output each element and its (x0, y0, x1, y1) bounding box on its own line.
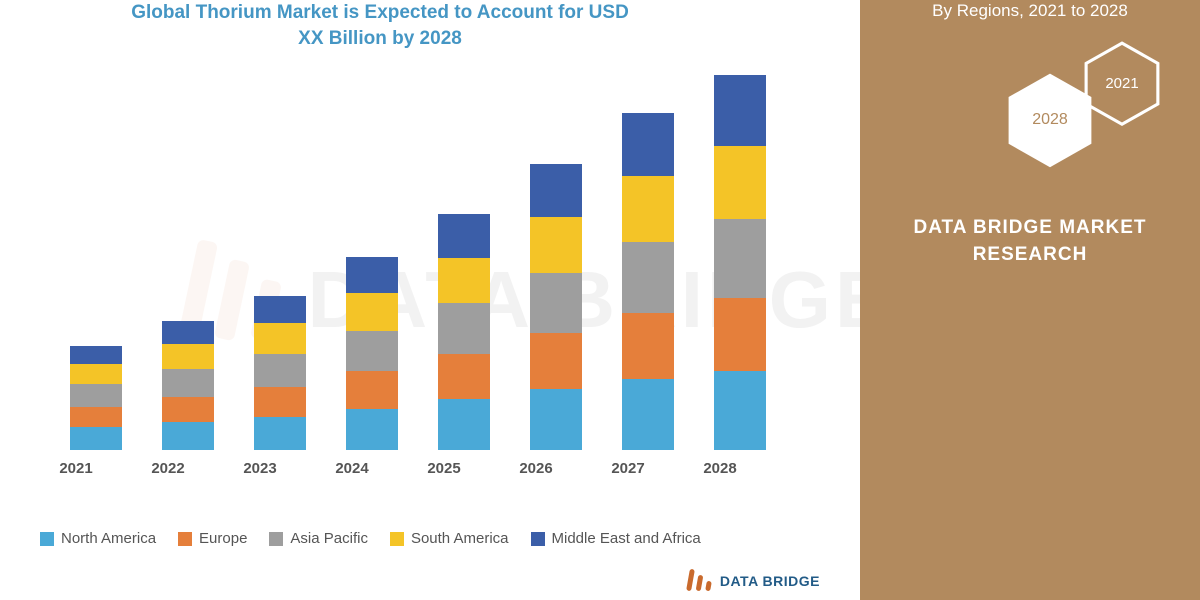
legend-label: Europe (199, 530, 247, 547)
footer-logo: DATA BRIDGE (686, 567, 820, 595)
hexagon-2028: 2028 (1005, 70, 1095, 170)
bar-segment (530, 217, 582, 273)
bar-segment (162, 344, 214, 369)
hex-small-label: 2021 (1105, 75, 1138, 92)
bar-segment (254, 417, 306, 450)
bar-segment (70, 407, 122, 427)
bar-column (438, 214, 490, 450)
bar-segment (254, 387, 306, 417)
legend-label: Middle East and Africa (552, 530, 701, 547)
chart-title: Global Thorium Market is Expected to Acc… (120, 0, 640, 51)
bar-column (70, 346, 122, 450)
bar-segment (714, 298, 766, 371)
bar-segment (346, 257, 398, 292)
bar-segment (438, 214, 490, 257)
bar-segment (346, 331, 398, 372)
legend-item: Middle East and Africa (531, 530, 701, 547)
bar-segment (70, 427, 122, 450)
legend-swatch (40, 532, 54, 546)
bar-segment (254, 296, 306, 324)
bar-segment (622, 113, 674, 176)
chart-area: 20212022202320242025202620272028 (40, 70, 820, 490)
bar-segment (622, 176, 674, 242)
bar-column (714, 75, 766, 450)
bar-segment (346, 409, 398, 450)
bar-segment (530, 164, 582, 217)
bar-segment (714, 146, 766, 219)
x-axis-label: 2025 (404, 460, 484, 477)
bar-segment (70, 384, 122, 407)
bar-column (162, 321, 214, 450)
bar-segment (162, 422, 214, 450)
legend-label: South America (411, 530, 509, 547)
brand-line-2: RESEARCH (973, 244, 1088, 265)
bar-segment (622, 379, 674, 450)
legend-label: Asia Pacific (290, 530, 368, 547)
bar-segment (438, 354, 490, 400)
bar-segment (714, 75, 766, 146)
x-axis-label: 2022 (128, 460, 208, 477)
bar-segment (438, 399, 490, 450)
bar-segment (70, 364, 122, 384)
hexagon-2021: 2021 (1083, 40, 1161, 126)
bar-segment (70, 346, 122, 364)
bar-segment (530, 273, 582, 334)
legend-label: North America (61, 530, 156, 547)
bar-segment (346, 371, 398, 409)
bar-segment (438, 258, 490, 304)
x-axis-label: 2024 (312, 460, 392, 477)
bar-column (254, 296, 306, 450)
bar-segment (622, 242, 674, 313)
bar-segment (622, 313, 674, 379)
bar-column (530, 164, 582, 450)
x-axis-label: 2026 (496, 460, 576, 477)
legend-item: Asia Pacific (269, 530, 368, 547)
bar-column (622, 113, 674, 450)
footer-logo-text: DATA BRIDGE (720, 573, 820, 589)
bar-segment (438, 303, 490, 354)
legend-item: North America (40, 530, 156, 547)
bar-segment (714, 219, 766, 298)
chart-plot (60, 70, 800, 450)
x-axis-label: 2023 (220, 460, 300, 477)
hex-big-label: 2028 (1032, 111, 1068, 129)
bar-segment (254, 323, 306, 353)
x-axis-label: 2028 (680, 460, 760, 477)
right-panel: By Regions, 2021 to 2028 2028 2021 DATA … (860, 0, 1200, 600)
legend-swatch (269, 532, 283, 546)
bar-segment (346, 293, 398, 331)
x-axis-label: 2021 (36, 460, 116, 477)
legend-item: Europe (178, 530, 247, 547)
bar-segment (530, 389, 582, 450)
legend-swatch (531, 532, 545, 546)
legend-swatch (178, 532, 192, 546)
bar-segment (162, 321, 214, 344)
bar-segment (714, 371, 766, 450)
legend-item: South America (390, 530, 509, 547)
footer-logo-icon (686, 567, 714, 595)
brand-line-1: DATA BRIDGE MARKET (914, 217, 1147, 238)
x-axis-label: 2027 (588, 460, 668, 477)
legend-swatch (390, 532, 404, 546)
bar-segment (162, 397, 214, 422)
brand-text: DATA BRIDGE MARKET RESEARCH (860, 215, 1200, 268)
bar-column (346, 257, 398, 450)
bar-segment (162, 369, 214, 397)
chart-legend: North America Europe Asia Pacific South Ame… (40, 530, 820, 547)
hexagon-badges: 2028 2021 (1005, 40, 1185, 180)
bar-segment (530, 333, 582, 389)
right-panel-title: By Regions, 2021 to 2028 (860, 0, 1200, 23)
bar-segment (254, 354, 306, 387)
